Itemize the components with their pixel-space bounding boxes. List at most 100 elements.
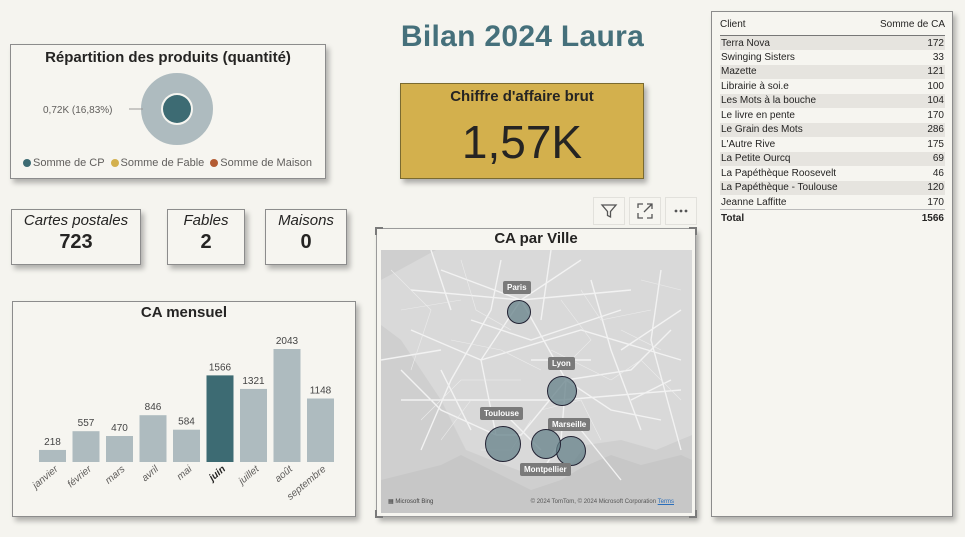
table-row[interactable]: Les Mots à la bouche 104 bbox=[720, 93, 945, 108]
table-row[interactable]: La Papéthèque Roosevelt 46 bbox=[720, 166, 945, 181]
table-row[interactable]: Le Grain des Mots 286 bbox=[720, 122, 945, 137]
cell-client: Terra Nova bbox=[720, 35, 865, 50]
data-label-septembre: 1148 bbox=[310, 386, 332, 397]
map-credits: © 2024 TomTom, © 2024 Microsoft Corporat… bbox=[530, 499, 674, 505]
table-row[interactable]: Le livre en pente 170 bbox=[720, 108, 945, 123]
card-fables[interactable]: Fables 2 bbox=[167, 209, 245, 265]
cell-client: Le livre en pente bbox=[721, 109, 795, 121]
bar-chart-title: CA mensuel bbox=[140, 304, 228, 321]
map-city-label-marseille: Marseille bbox=[548, 418, 591, 431]
donut-chart-card[interactable]: Répartition des produits (quantité) 0,72… bbox=[10, 44, 326, 179]
bar-chart[interactable]: 218 janvier 557 février 470 mars 846 avril 584 ma… bbox=[13, 302, 357, 518]
card-label: Cartes postales bbox=[23, 212, 129, 229]
more-options-icon[interactable] bbox=[665, 197, 697, 225]
map-bubble-marseille[interactable] bbox=[556, 436, 586, 466]
x-tick-label-janvier: janvier bbox=[29, 463, 61, 492]
donut-ring-cp[interactable] bbox=[141, 73, 213, 145]
page-title: Bilan 2024 Laura bbox=[400, 20, 645, 53]
cell-client: L'Autre Rive bbox=[721, 138, 776, 150]
bar-janvier[interactable] bbox=[39, 449, 66, 462]
ca-mensuel-chart-card[interactable]: CA mensuel 218 janvier 557 février 470 mars 84… bbox=[12, 301, 356, 517]
table-row[interactable]: L'Autre Rive 175 bbox=[720, 137, 945, 152]
resize-handle-bottom-right[interactable] bbox=[689, 510, 697, 518]
resize-handle-top-right[interactable] bbox=[689, 227, 697, 235]
terms-link[interactable]: Terms bbox=[657, 499, 674, 505]
bar-février[interactable] bbox=[72, 431, 100, 462]
card-value: 0 bbox=[300, 231, 312, 253]
total-label: Total bbox=[720, 209, 865, 225]
table-row[interactable]: Librairie à soi.e 100 bbox=[720, 79, 945, 94]
column-header-somme-ca[interactable]: Somme de CA bbox=[864, 19, 945, 36]
table-row[interactable]: Jeanne Laffitte 170 bbox=[720, 195, 945, 210]
legend-item-cp[interactable]: Somme de CP bbox=[23, 157, 105, 169]
cell-somme-ca: 69 bbox=[864, 151, 945, 166]
bar-mars[interactable] bbox=[106, 436, 133, 462]
cell-somme-ca: 170 bbox=[927, 196, 944, 208]
client-table-card[interactable]: Client Somme de CA Terra Nova 172 Swinging… bbox=[711, 11, 953, 517]
filter-icon[interactable] bbox=[593, 197, 625, 225]
column-header-client[interactable]: Client bbox=[720, 19, 865, 36]
client-table: Client Somme de CA Terra Nova 172 Swinging… bbox=[720, 19, 945, 225]
kpi-card-ca-brut[interactable]: Chiffre d'affaire brut 1,57K bbox=[400, 83, 644, 179]
cell-client: Jeanne Laffitte bbox=[721, 196, 787, 208]
x-tick-label-mars: mars bbox=[103, 464, 127, 487]
legend-dot-icon bbox=[110, 159, 119, 167]
cell-somme-ca: 172 bbox=[864, 35, 945, 50]
table-row[interactable]: Mazette 121 bbox=[720, 64, 945, 79]
data-label-juillet: 1321 bbox=[242, 376, 265, 387]
x-tick-label-avril: avril bbox=[140, 463, 162, 484]
donut-chart[interactable] bbox=[11, 45, 327, 180]
cell-client: Le Grain des Mots bbox=[720, 122, 865, 137]
legend-item-fable[interactable]: Somme de Fable bbox=[110, 157, 204, 169]
map-bubble-lyon[interactable] bbox=[547, 376, 577, 406]
visual-header-toolbar bbox=[593, 197, 697, 225]
legend-dot-icon bbox=[23, 159, 31, 167]
cell-client: Swinging Sisters bbox=[721, 51, 795, 63]
data-label-février: 557 bbox=[78, 418, 95, 429]
ca-par-ville-map-card[interactable]: CA par Ville Paris Lyon Toulouse Marseil… bbox=[375, 227, 697, 518]
legend-item-maison[interactable]: Somme de Maison bbox=[210, 157, 312, 169]
table-row[interactable]: La Petite Ourcq 69 bbox=[720, 151, 945, 166]
table-row[interactable]: La Papéthèque - Toulouse 120 bbox=[720, 180, 945, 195]
donut-chart-title: Répartition des produits (quantité) bbox=[45, 49, 291, 66]
focus-mode-icon[interactable] bbox=[629, 197, 661, 225]
table-total-row: Total 1566 bbox=[720, 209, 945, 225]
cell-client: Mazette bbox=[720, 64, 865, 79]
resize-handle-bottom-left[interactable] bbox=[375, 510, 383, 518]
bar-avril[interactable] bbox=[139, 415, 167, 462]
map-bubble-paris[interactable] bbox=[507, 300, 531, 324]
map-city-label-lyon: Lyon bbox=[548, 357, 575, 370]
table-row[interactable]: Swinging Sisters 33 bbox=[720, 50, 945, 65]
map-city-label-paris: Paris bbox=[503, 281, 531, 294]
bar-mai[interactable] bbox=[173, 429, 200, 462]
bar-juillet[interactable] bbox=[240, 388, 267, 462]
card-cartes-postales[interactable]: Cartes postales 723 bbox=[11, 209, 141, 265]
land-coast-south bbox=[381, 455, 692, 513]
cell-somme-ca: 121 bbox=[864, 64, 945, 79]
resize-handle-top-left[interactable] bbox=[375, 227, 383, 235]
map-title: CA par Ville bbox=[494, 230, 578, 247]
card-maisons[interactable]: Maisons 0 bbox=[265, 209, 347, 265]
bing-logo: ▦ Microsoft Bing bbox=[388, 499, 434, 505]
donut-center-cp[interactable] bbox=[163, 95, 191, 123]
card-value: 723 bbox=[59, 231, 93, 253]
bar-juin[interactable] bbox=[206, 375, 234, 462]
map-city-label-toulouse: Toulouse bbox=[480, 407, 523, 420]
bar-août[interactable] bbox=[273, 349, 301, 462]
donut-data-label: 0,72K (16,83%) bbox=[43, 105, 113, 116]
map-city-label-montpellier: Montpellier bbox=[520, 463, 571, 476]
kpi-label: Chiffre d'affaire brut bbox=[450, 88, 594, 105]
map-canvas[interactable]: Paris Lyon Toulouse Marseille Montpellie… bbox=[381, 250, 692, 513]
x-tick-label-août: août bbox=[273, 463, 296, 485]
cell-somme-ca: 286 bbox=[864, 122, 945, 137]
kpi-value: 1,57K bbox=[461, 116, 583, 168]
bar-septembre[interactable] bbox=[307, 398, 334, 462]
map-bubble-montpellier[interactable] bbox=[531, 429, 561, 459]
cell-client: La Papéthèque Roosevelt bbox=[721, 167, 837, 179]
card-label: Maisons bbox=[278, 212, 334, 229]
x-tick-label-juillet: juillet bbox=[235, 463, 262, 488]
map-bubble-toulouse[interactable] bbox=[485, 426, 521, 462]
table-row[interactable]: Terra Nova 172 bbox=[720, 35, 945, 50]
cell-somme-ca: 46 bbox=[932, 167, 944, 179]
data-label-avril: 846 bbox=[145, 402, 162, 413]
